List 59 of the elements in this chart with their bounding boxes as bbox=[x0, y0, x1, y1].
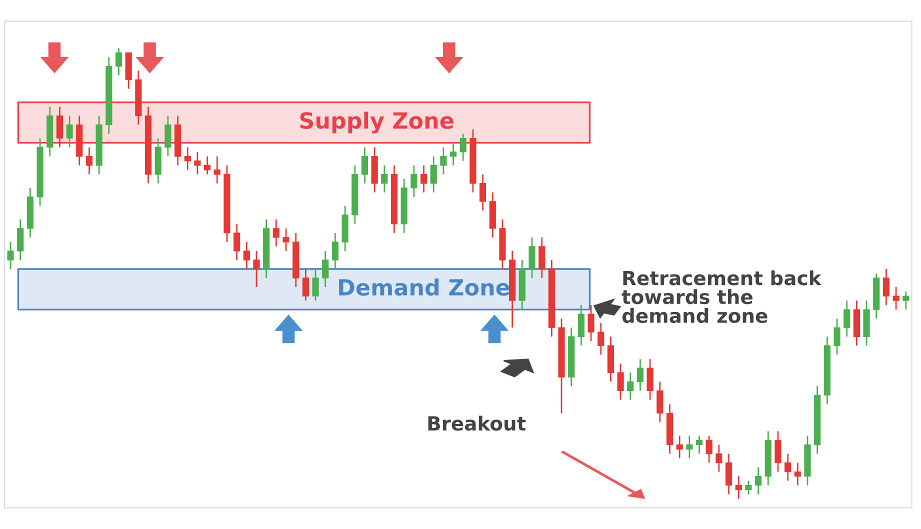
candlestick bbox=[774, 430, 782, 472]
candlestick bbox=[234, 223, 240, 261]
candlestick bbox=[696, 435, 703, 454]
candlestick bbox=[322, 250, 329, 288]
candlestick bbox=[282, 228, 290, 252]
candlestick bbox=[646, 358, 654, 400]
candlestick bbox=[656, 380, 664, 423]
candlestick bbox=[410, 164, 418, 198]
candlestick bbox=[754, 466, 762, 496]
candlestick bbox=[725, 453, 732, 496]
candlestick bbox=[794, 462, 801, 486]
candlestick bbox=[214, 156, 220, 184]
candlestick bbox=[844, 300, 850, 338]
candlestick bbox=[784, 453, 792, 482]
candlestick bbox=[253, 250, 260, 288]
candlestick bbox=[578, 304, 584, 346]
candlestick bbox=[686, 435, 693, 459]
candlestick bbox=[617, 362, 624, 400]
candlestick bbox=[7, 241, 14, 270]
candlestick bbox=[86, 146, 93, 176]
candlestick bbox=[902, 290, 910, 310]
band-label: Supply Zone bbox=[300, 112, 454, 134]
candlestick bbox=[735, 476, 742, 500]
candlestick bbox=[56, 106, 64, 148]
candlestick bbox=[450, 142, 457, 166]
candlestick bbox=[627, 372, 634, 400]
annotation: Retracement back towards the demand zone bbox=[622, 270, 822, 324]
candlestick bbox=[538, 236, 546, 279]
candlestick bbox=[745, 480, 752, 496]
candlestick bbox=[194, 151, 201, 176]
candlestick bbox=[636, 358, 644, 392]
candlestick bbox=[361, 146, 368, 184]
candlestick bbox=[882, 268, 890, 306]
candlestick bbox=[834, 318, 840, 356]
candlestick bbox=[479, 174, 486, 212]
candlestick bbox=[66, 115, 73, 148]
candlestick bbox=[676, 435, 683, 459]
candlestick bbox=[716, 444, 722, 472]
annotation: Breakout bbox=[428, 416, 526, 431]
candlestick bbox=[184, 146, 191, 171]
candlestick bbox=[892, 286, 900, 310]
candlestick bbox=[420, 164, 428, 194]
candlestick bbox=[243, 241, 250, 270]
candlestick bbox=[272, 218, 280, 248]
candlestick bbox=[588, 304, 594, 342]
candlestick bbox=[302, 268, 309, 302]
candlestick bbox=[204, 156, 211, 176]
candlestick bbox=[430, 156, 437, 194]
candlestick bbox=[460, 133, 466, 162]
candlestick bbox=[440, 146, 447, 176]
candlestick bbox=[17, 218, 24, 261]
candlestick bbox=[528, 236, 536, 279]
candlestick bbox=[332, 232, 339, 270]
candlestick bbox=[115, 48, 122, 76]
candlestick bbox=[706, 435, 712, 464]
candlestick bbox=[381, 164, 388, 194]
candlestick bbox=[164, 115, 172, 158]
candlestick bbox=[312, 268, 319, 302]
candlestick bbox=[598, 322, 604, 356]
